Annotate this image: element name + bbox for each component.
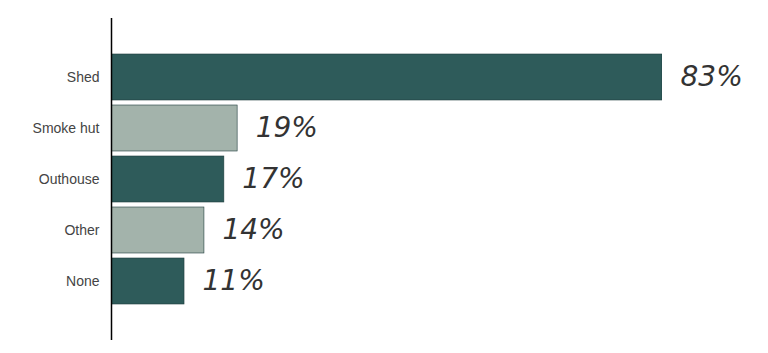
svg-text:83%: 83% [681, 60, 743, 93]
svg-text:14%: 14% [222, 213, 284, 246]
svg-text:Smoke hut: Smoke hut [33, 120, 100, 136]
svg-text:11%: 11% [203, 264, 265, 297]
svg-text:19%: 19% [256, 111, 318, 144]
svg-text:Other: Other [64, 222, 99, 238]
svg-text:None: None [66, 273, 100, 289]
svg-text:17%: 17% [242, 162, 304, 195]
svg-text:Shed: Shed [67, 69, 100, 85]
svg-text:Outhouse: Outhouse [39, 171, 100, 187]
